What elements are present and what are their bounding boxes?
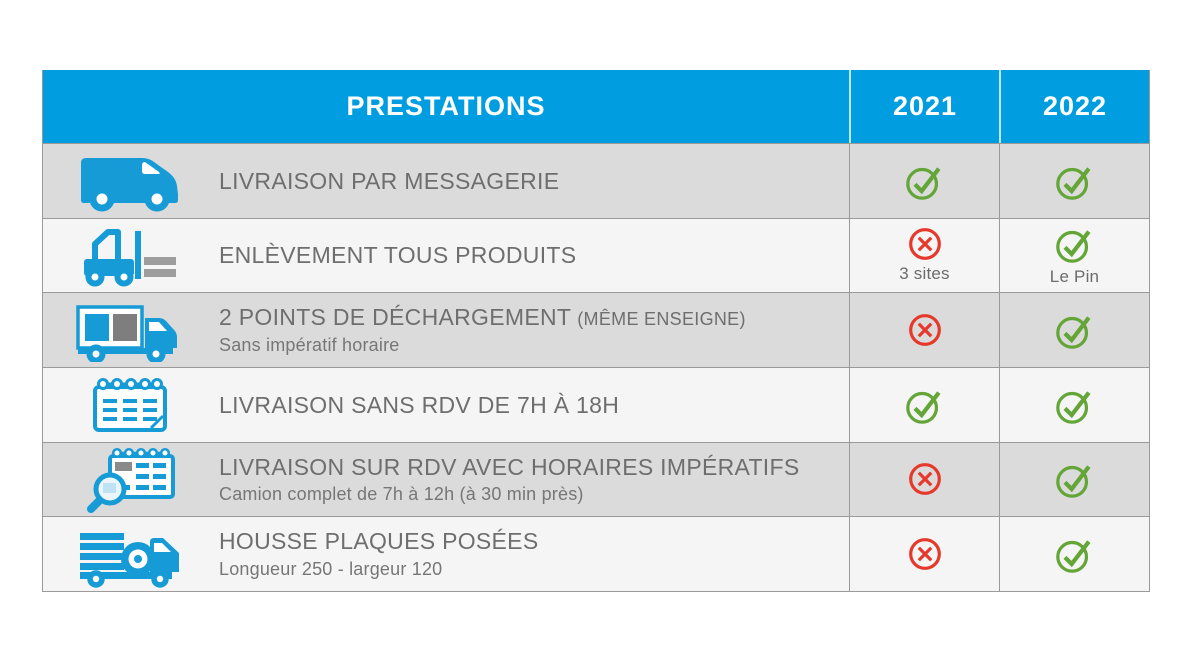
box-truck-icon <box>43 298 219 363</box>
flatbed-truck-icon <box>43 519 219 589</box>
row-title-line: HOUSSE PLAQUES POSÉES <box>219 528 538 554</box>
row-title: ENLÈVEMENT TOUS PRODUITS <box>219 242 577 269</box>
table-row: ENLÈVEMENT TOUS PRODUITS <box>43 217 849 293</box>
cell-2022 <box>999 516 1149 591</box>
cell-2021: 3 sites <box>849 217 999 293</box>
check-icon <box>1054 223 1096 265</box>
table-row: 2 POINTS DE DÉCHARGEMENT (MÊME ENSEIGNE) … <box>43 292 849 367</box>
row-title-line: LIVRAISON SANS RDV DE 7H À 18H <box>219 392 619 418</box>
check-icon <box>904 384 946 426</box>
header-2021: 2021 <box>849 70 999 143</box>
row-subtitle: Longueur 250 - largeur 120 <box>219 558 443 579</box>
forklift-icon <box>43 223 219 287</box>
row-title: LIVRAISON SANS RDV DE 7H À 18H <box>219 391 620 418</box>
cell-2022 <box>999 143 1149 218</box>
delivery-van-icon <box>43 149 219 213</box>
table-row: LIVRAISON SANS RDV DE 7H À 18H <box>43 366 849 442</box>
cross-icon <box>907 461 943 497</box>
table-row: HOUSSE PLAQUES POSÉES Longueur 250 - lar… <box>43 516 849 591</box>
row-title: 2 POINTS DE DÉCHARGEMENT <box>219 304 572 331</box>
cross-icon <box>907 312 943 348</box>
check-icon <box>1054 533 1096 575</box>
cell-2022: Le Pin <box>999 217 1149 293</box>
row-title: LIVRAISON PAR MESSAGERIE <box>219 167 560 194</box>
calendar-icon <box>43 374 219 436</box>
cell-2022 <box>999 292 1149 367</box>
cell-2021 <box>849 441 999 517</box>
cross-icon <box>907 226 943 262</box>
row-title-line: LIVRAISON SUR RDV AVEC HORAIRES IMPÉRATI… <box>219 454 799 480</box>
header-2022: 2022 <box>999 70 1149 143</box>
row-subtitle: Sans impératif horaire <box>219 334 400 355</box>
table-row: LIVRAISON PAR MESSAGERIE <box>43 143 849 218</box>
cell-2021 <box>849 366 999 442</box>
cell-2022 <box>999 441 1149 517</box>
header-prestations: PRESTATIONS <box>43 70 849 143</box>
check-icon <box>1054 160 1096 202</box>
check-icon <box>1054 384 1096 426</box>
mark-note: 3 sites <box>899 264 950 284</box>
calendar-search-icon <box>43 445 219 514</box>
row-title: LIVRAISON SUR RDV AVEC HORAIRES IMPÉRATI… <box>219 453 800 480</box>
row-title-line: LIVRAISON PAR MESSAGERIE <box>219 168 559 194</box>
row-title: HOUSSE PLAQUES POSÉES <box>219 528 539 555</box>
check-icon <box>1054 458 1096 500</box>
check-icon <box>904 160 946 202</box>
cell-2022 <box>999 366 1149 442</box>
check-icon <box>1054 309 1096 351</box>
row-subtitle: Camion complet de 7h à 12h (à 30 min prè… <box>219 484 584 505</box>
row-title-suffix: (MÊME ENSEIGNE) <box>577 309 746 330</box>
mark-note: Le Pin <box>1049 267 1100 287</box>
row-title-line: ENLÈVEMENT TOUS PRODUITS <box>219 242 576 268</box>
cell-2021 <box>849 516 999 591</box>
cross-icon <box>907 536 943 572</box>
cell-2021 <box>849 292 999 367</box>
cell-2021 <box>849 143 999 218</box>
prestations-table: PRESTATIONS 2021 2022 LIVRAISON PAR MESS… <box>42 70 1150 592</box>
table-row: LIVRAISON SUR RDV AVEC HORAIRES IMPÉRATI… <box>43 441 849 517</box>
row-title-line: 2 POINTS DE DÉCHARGEMENT (MÊME ENSEIGNE) <box>219 304 746 330</box>
